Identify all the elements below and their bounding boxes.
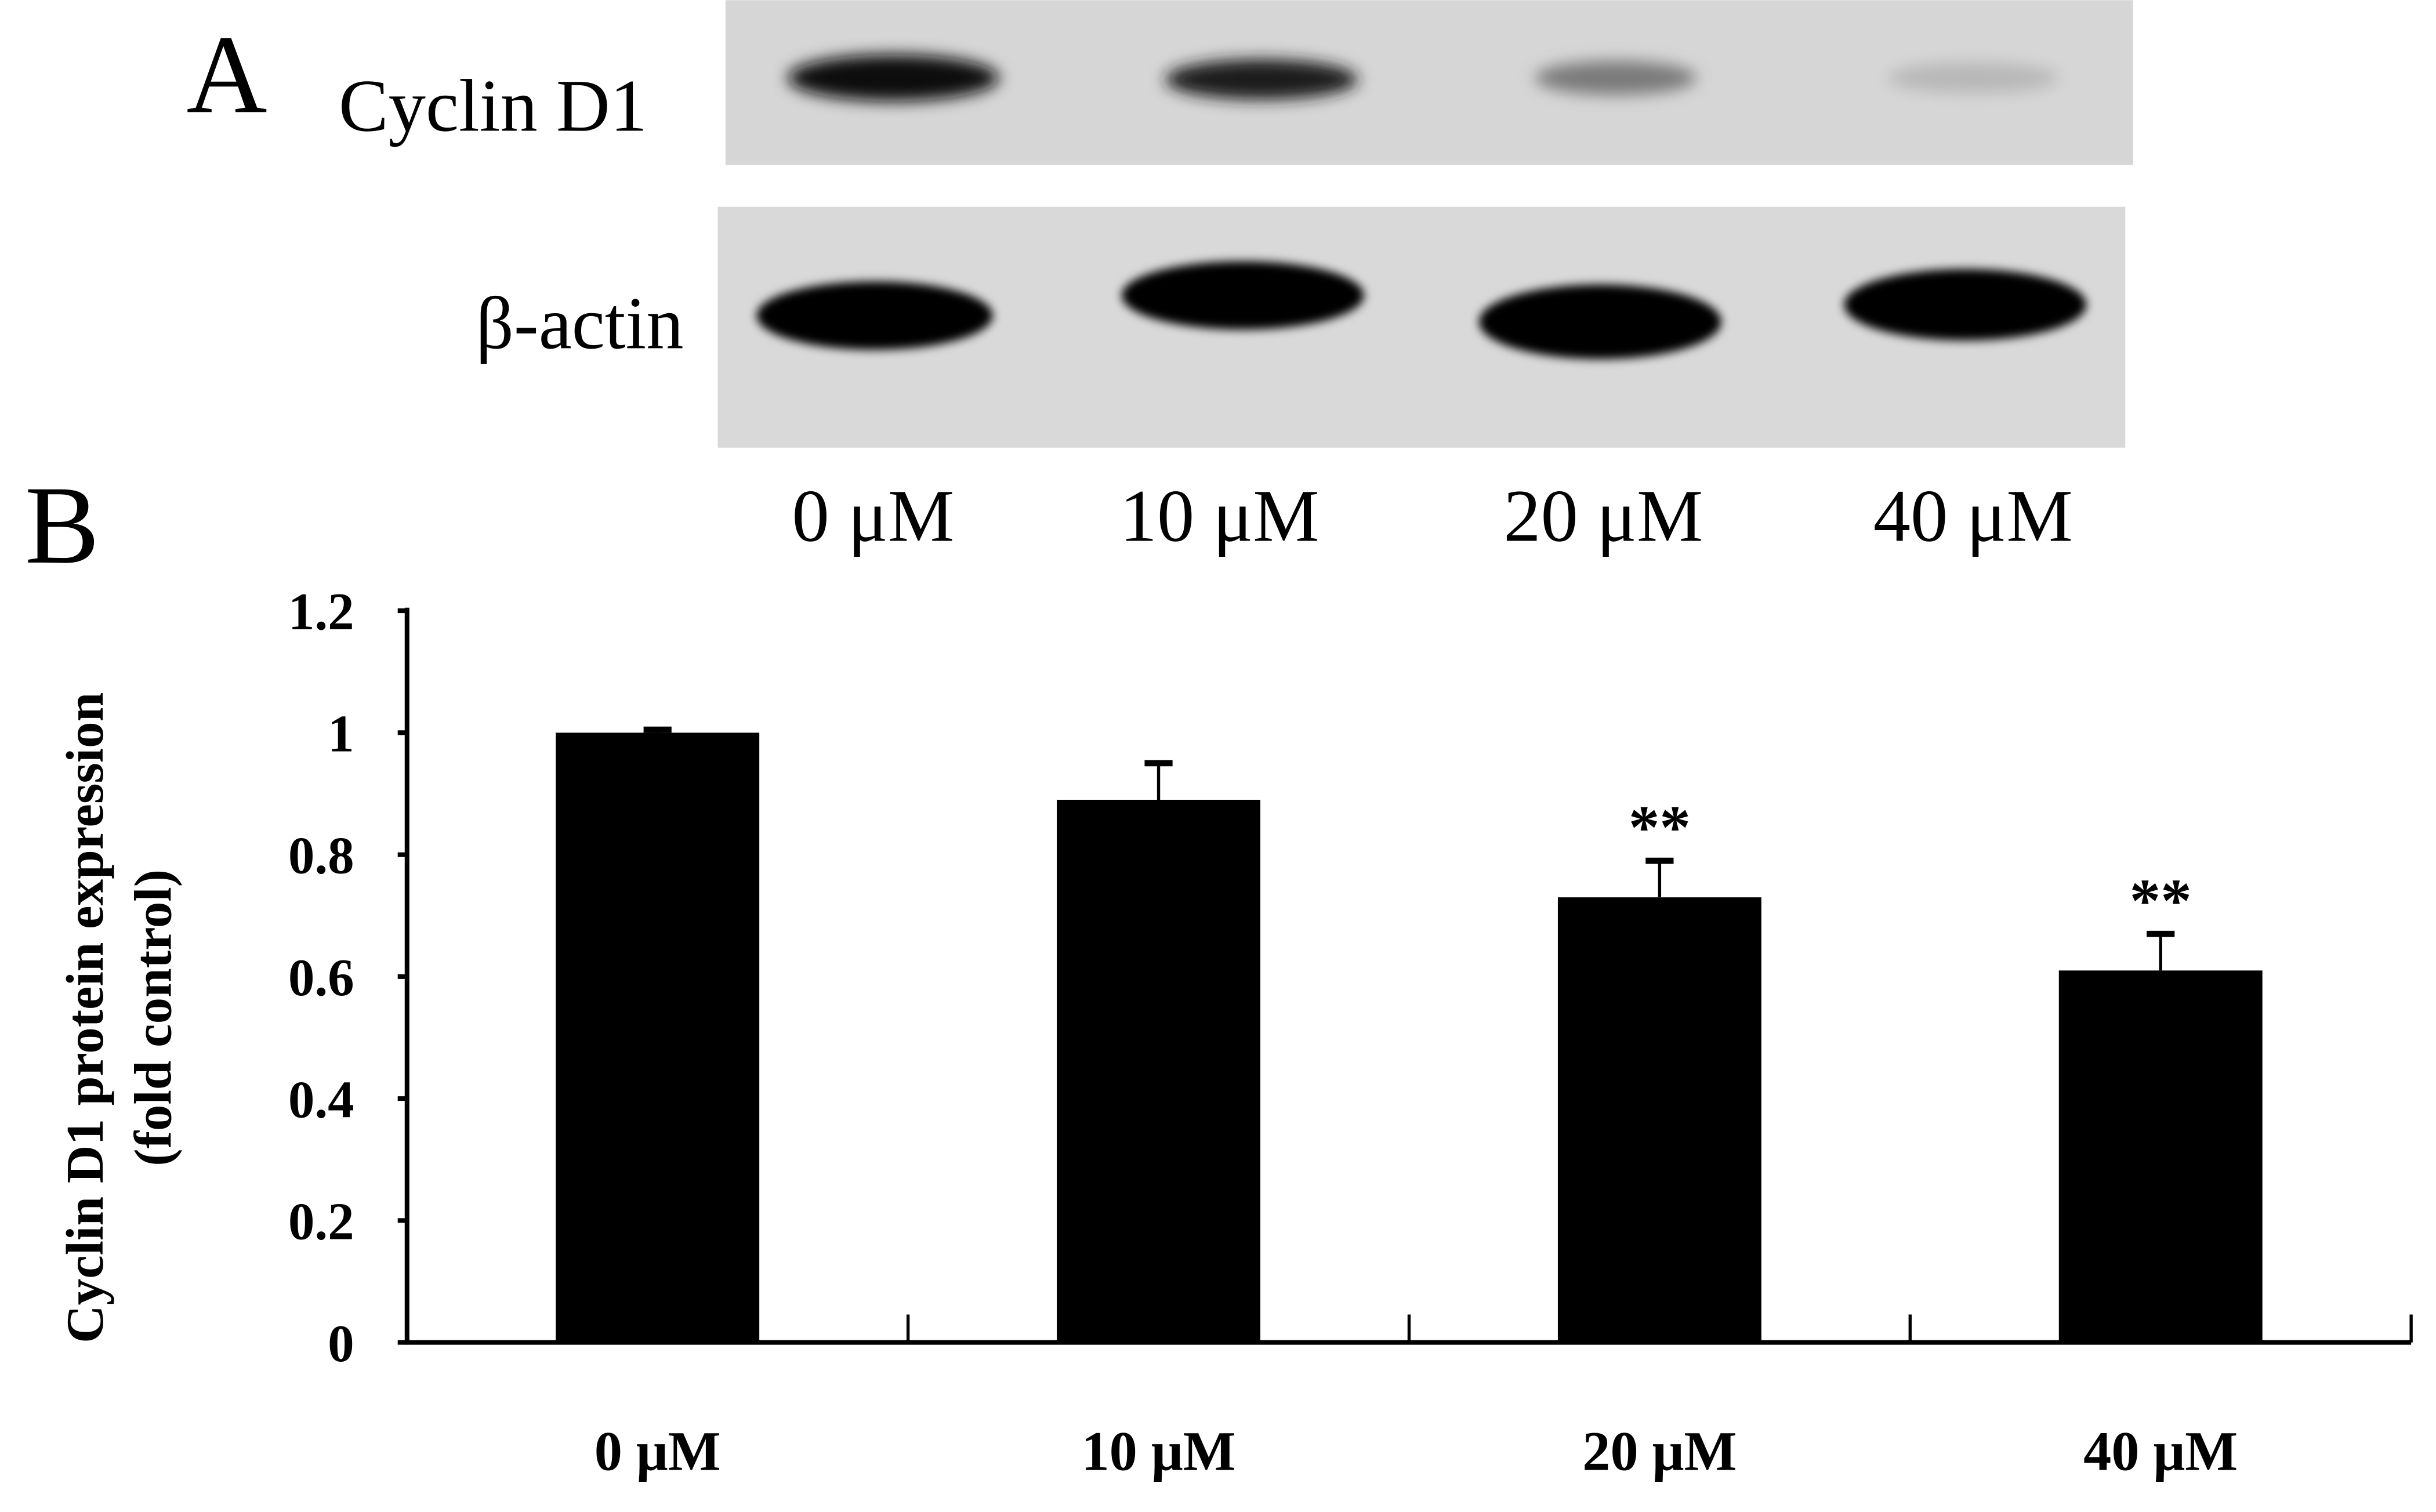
band — [1535, 60, 1696, 95]
x-tick-label: 0 μM — [594, 1420, 721, 1482]
y-axis-label-line1: Cyclin D1 protein expression — [56, 692, 114, 1343]
lane-label: 40 μM — [1873, 474, 2073, 557]
x-tick-label: 40 μM — [2083, 1420, 2238, 1482]
y-axis-title: Cyclin D1 protein expression (fold contr… — [56, 692, 183, 1343]
blot-cyclin-d1 — [725, 0, 2133, 165]
significance-marker: ** — [1629, 794, 1691, 862]
significance-marker: ** — [2130, 867, 2192, 936]
band — [1165, 59, 1358, 100]
bar — [556, 733, 760, 1343]
blot-row-label-beta-actin: β-actin — [476, 281, 683, 364]
panel-b-label: B — [25, 463, 100, 587]
band — [788, 55, 999, 101]
band — [756, 281, 993, 350]
lane-label: 0 μM — [792, 474, 955, 557]
y-tick-label: 0 — [328, 1314, 354, 1373]
lane-label: 20 μM — [1503, 474, 1703, 557]
lane-label: 10 μM — [1120, 474, 1320, 557]
bar-chart: 0 0.2 0.4 0.6 0.8 1 1.2 0 μM 10 μM ** 20 μM ** 40 μM — [288, 582, 2413, 1482]
y-axis-label-line2: (fold control) — [124, 869, 183, 1166]
y-tick-label: 1.2 — [288, 582, 354, 641]
panel-a-label: A — [186, 12, 267, 136]
band — [1121, 261, 1364, 330]
band — [1479, 284, 1721, 360]
band — [1887, 62, 2059, 94]
band — [1844, 269, 2087, 340]
y-tick-label: 0.4 — [288, 1070, 354, 1129]
x-tick-label: 10 μM — [1081, 1420, 1235, 1482]
bar — [2058, 970, 2263, 1343]
y-tick-label: 1 — [328, 704, 354, 763]
x-tick-label: 20 μM — [1582, 1420, 1737, 1482]
blot-row-label-cyclin-d1: Cyclin D1 — [339, 64, 647, 147]
y-tick-label: 0.2 — [288, 1192, 354, 1251]
y-tick-label: 0.8 — [288, 826, 354, 885]
y-tick-label: 0.6 — [288, 948, 354, 1007]
blot-beta-actin — [717, 206, 2126, 448]
bar — [1557, 897, 1761, 1343]
bar — [1057, 799, 1260, 1343]
